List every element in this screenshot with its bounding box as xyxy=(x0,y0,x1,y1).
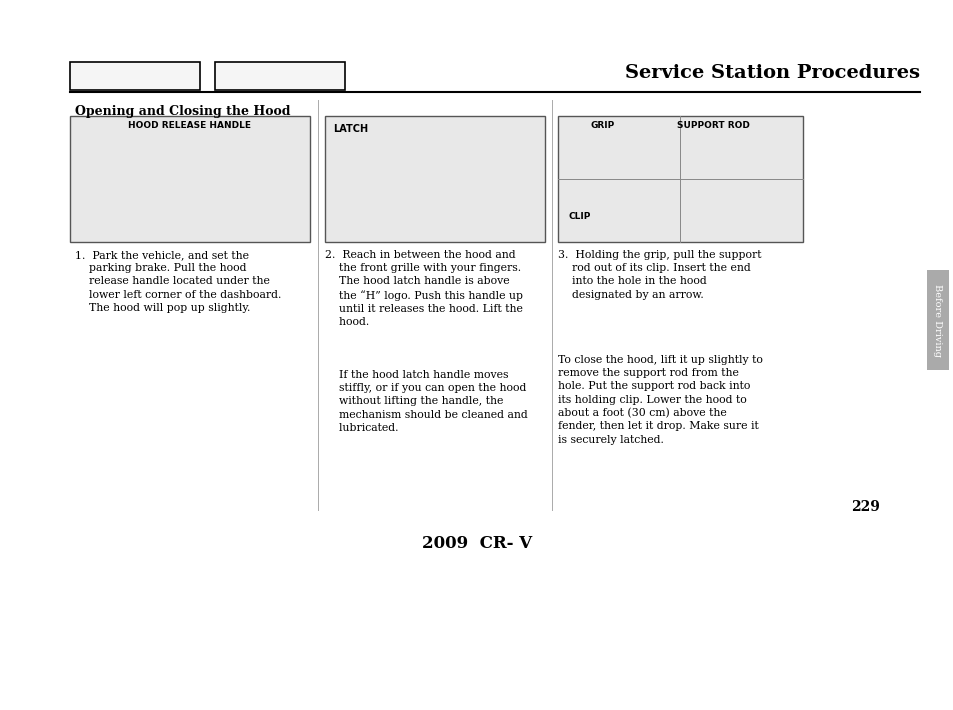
Text: SUPPORT ROD: SUPPORT ROD xyxy=(676,121,749,130)
Text: To close the hood, lift it up slightly to
remove the support rod from the
hole. : To close the hood, lift it up slightly t… xyxy=(558,355,762,444)
Bar xyxy=(558,116,802,242)
Text: 3.  Holding the grip, pull the support
    rod out of its clip. Insert the end
 : 3. Holding the grip, pull the support ro… xyxy=(558,250,760,300)
Text: 2009  CR- V: 2009 CR- V xyxy=(421,535,532,552)
Bar xyxy=(926,270,948,370)
Text: 2.  Reach in between the hood and
    the front grille with your fingers.
    Th: 2. Reach in between the hood and the fro… xyxy=(325,250,522,327)
Text: GRIP: GRIP xyxy=(590,121,615,130)
Text: If the hood latch handle moves
    stiffly, or if you can open the hood
    with: If the hood latch handle moves stiffly, … xyxy=(325,370,527,433)
Text: CLIP: CLIP xyxy=(568,212,591,221)
Bar xyxy=(70,62,200,90)
Text: 1.  Park the vehicle, and set the
    parking brake. Pull the hood
    release h: 1. Park the vehicle, and set the parking… xyxy=(75,250,281,313)
Bar xyxy=(70,116,310,242)
Bar xyxy=(325,116,544,242)
Text: Opening and Closing the Hood: Opening and Closing the Hood xyxy=(75,105,291,118)
Text: LATCH: LATCH xyxy=(333,124,368,134)
Text: Before Driving: Before Driving xyxy=(933,283,942,356)
Bar xyxy=(214,62,345,90)
Text: HOOD RELEASE HANDLE: HOOD RELEASE HANDLE xyxy=(129,121,252,130)
Text: 229: 229 xyxy=(850,500,879,514)
Text: Service Station Procedures: Service Station Procedures xyxy=(624,64,919,82)
